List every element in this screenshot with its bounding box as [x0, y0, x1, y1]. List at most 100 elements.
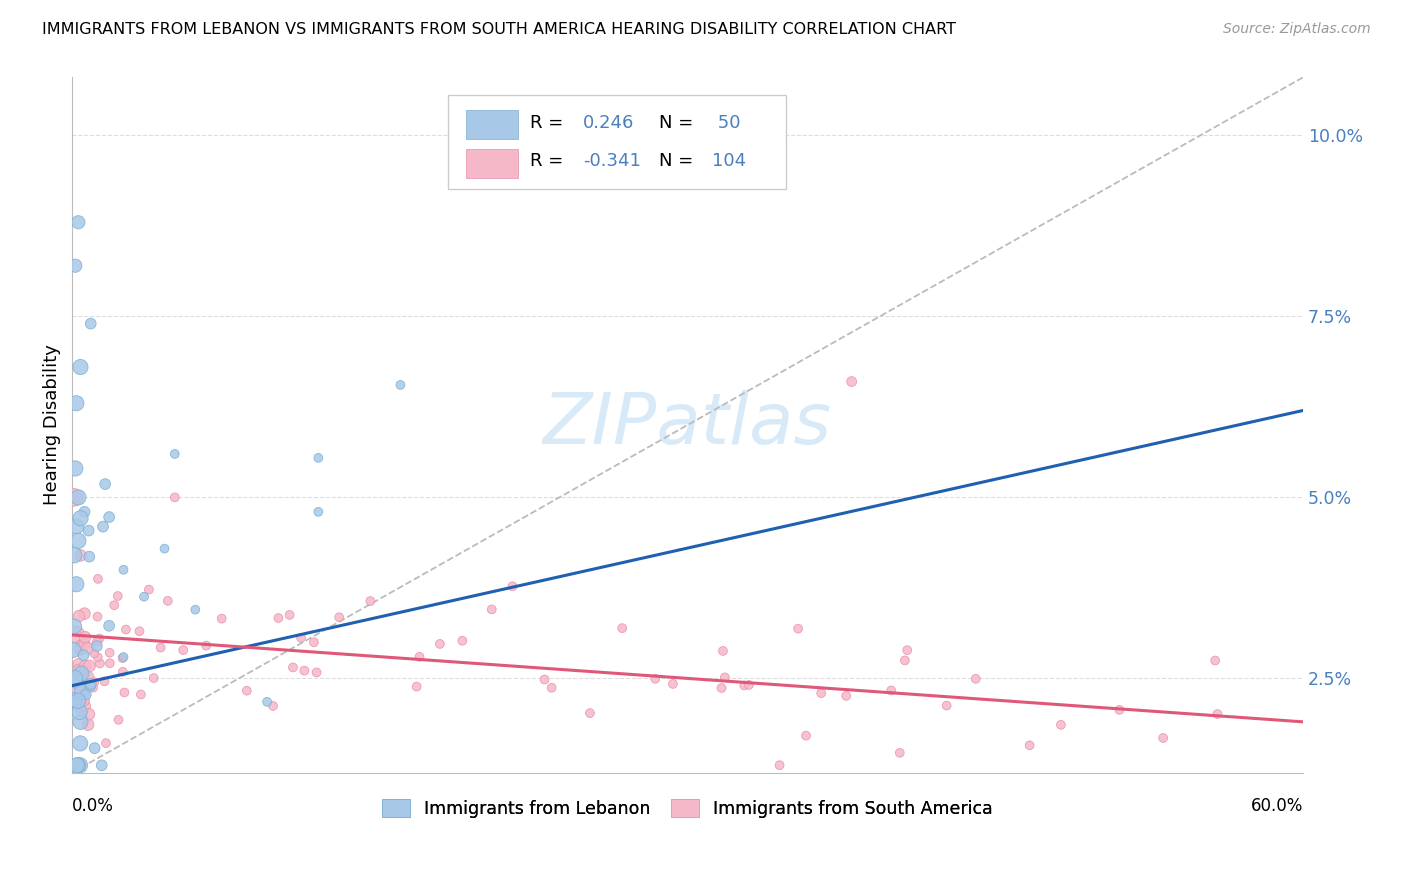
Point — [83, 675, 105, 690]
Text: 0.0%: 0.0% — [72, 797, 114, 815]
Point — [72, 693, 94, 707]
Point — [292, 664, 315, 678]
Y-axis label: Hearing Disability: Hearing Disability — [44, 344, 60, 506]
Point — [69, 511, 91, 525]
Point — [65, 628, 87, 642]
Point — [278, 607, 301, 622]
Point — [710, 681, 733, 695]
Point — [87, 572, 110, 586]
Point — [98, 619, 121, 633]
Point — [896, 643, 918, 657]
Point — [77, 641, 100, 656]
Point — [1018, 739, 1040, 753]
Point — [67, 609, 90, 624]
Point — [965, 672, 987, 686]
Point — [73, 505, 96, 519]
Point — [579, 706, 602, 720]
Point — [63, 549, 86, 563]
Point — [69, 758, 91, 772]
FancyBboxPatch shape — [465, 149, 517, 178]
Point — [89, 632, 111, 646]
Point — [94, 736, 117, 750]
Point — [66, 694, 89, 708]
Point — [794, 729, 817, 743]
Point — [79, 679, 101, 693]
Point — [172, 643, 194, 657]
Point — [83, 741, 105, 756]
Point — [67, 533, 90, 548]
Point — [66, 758, 89, 772]
Point — [841, 375, 863, 389]
Text: Source: ZipAtlas.com: Source: ZipAtlas.com — [1223, 22, 1371, 37]
Point — [73, 699, 96, 714]
Point — [835, 689, 858, 703]
Point — [79, 549, 101, 564]
Point — [87, 650, 110, 665]
Point — [62, 643, 84, 657]
Text: ZIPatlas: ZIPatlas — [543, 391, 832, 459]
Text: R =: R = — [530, 152, 564, 169]
Point — [128, 624, 150, 639]
Point — [67, 657, 90, 672]
Point — [1050, 718, 1073, 732]
Point — [89, 657, 111, 671]
Point — [86, 609, 108, 624]
Point — [82, 681, 104, 695]
Point — [149, 640, 172, 655]
Point — [70, 665, 93, 680]
Point — [540, 681, 562, 695]
Point — [69, 714, 91, 729]
Point — [894, 653, 917, 667]
Point — [714, 670, 737, 684]
Point — [502, 579, 524, 593]
Point — [290, 631, 312, 645]
Point — [733, 678, 755, 692]
Point — [111, 651, 134, 665]
Text: 104: 104 — [713, 152, 747, 169]
Point — [1108, 703, 1130, 717]
Point — [1204, 653, 1226, 667]
Point — [65, 259, 87, 273]
Point — [73, 630, 96, 644]
Point — [211, 612, 233, 626]
Point — [107, 713, 129, 727]
Point — [644, 672, 666, 686]
Point — [66, 758, 89, 772]
Point — [115, 623, 138, 637]
Point — [262, 698, 284, 713]
Point — [328, 610, 350, 624]
Point — [93, 674, 115, 689]
Text: -0.341: -0.341 — [583, 152, 641, 169]
Point — [98, 657, 121, 671]
Point — [69, 549, 91, 563]
Point — [156, 594, 179, 608]
Point — [1087, 809, 1109, 823]
Point — [73, 607, 96, 621]
Point — [302, 635, 325, 649]
Point — [359, 594, 381, 608]
Point — [69, 736, 91, 750]
Text: R =: R = — [530, 113, 564, 132]
Point — [63, 619, 86, 633]
Point — [1206, 706, 1229, 721]
Point — [405, 680, 427, 694]
Text: N =: N = — [659, 113, 693, 132]
Point — [1087, 795, 1109, 809]
Point — [107, 589, 129, 603]
FancyBboxPatch shape — [465, 110, 517, 139]
Point — [138, 582, 160, 597]
Point — [768, 758, 790, 772]
Point — [256, 695, 278, 709]
Point — [163, 491, 186, 505]
Point — [73, 637, 96, 651]
Point — [91, 519, 114, 533]
Point — [77, 717, 100, 731]
Point — [429, 637, 451, 651]
Point — [79, 659, 101, 673]
Point — [83, 646, 105, 660]
Point — [662, 677, 685, 691]
Point — [163, 447, 186, 461]
Point — [77, 671, 100, 685]
Point — [72, 648, 94, 662]
Point — [86, 634, 108, 648]
